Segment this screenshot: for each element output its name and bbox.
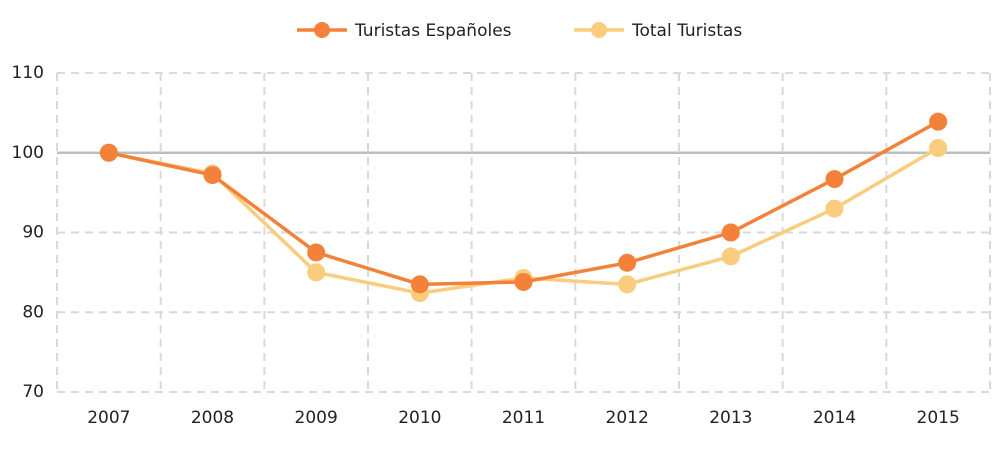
- x-tick-label: 2010: [398, 408, 441, 428]
- x-tick-label: 2015: [917, 408, 960, 428]
- data-point: [307, 263, 326, 282]
- data-point: [203, 166, 222, 185]
- data-point: [825, 170, 844, 189]
- data-point: [410, 275, 429, 294]
- data-point: [721, 223, 740, 242]
- x-tick-label: 2013: [709, 408, 752, 428]
- legend-label: Turistas Españoles: [354, 21, 512, 41]
- y-tick-label: 100: [12, 143, 44, 163]
- data-point: [825, 199, 844, 218]
- x-tick-label: 2007: [87, 408, 130, 428]
- data-point: [99, 143, 118, 162]
- data-point: [929, 112, 948, 131]
- legend-marker: [314, 22, 330, 38]
- legend-marker: [591, 22, 607, 38]
- x-tick-label: 2008: [191, 408, 234, 428]
- x-tick-label: 2011: [502, 408, 545, 428]
- data-point: [618, 253, 637, 272]
- data-point: [307, 243, 326, 262]
- data-point: [721, 247, 740, 266]
- y-tick-label: 70: [22, 382, 44, 402]
- data-point: [929, 138, 948, 157]
- series-line: [108, 120, 940, 287]
- data-point: [514, 272, 533, 291]
- y-tick-label: 90: [22, 223, 44, 243]
- x-tick-label: 2014: [813, 408, 856, 428]
- y-tick-label: 110: [12, 63, 44, 83]
- x-tick-label: 2009: [295, 408, 338, 428]
- y-tick-label: 80: [22, 302, 44, 322]
- x-tick-label: 2012: [606, 408, 649, 428]
- legend-label: Total Turistas: [631, 21, 742, 41]
- data-point: [618, 275, 637, 294]
